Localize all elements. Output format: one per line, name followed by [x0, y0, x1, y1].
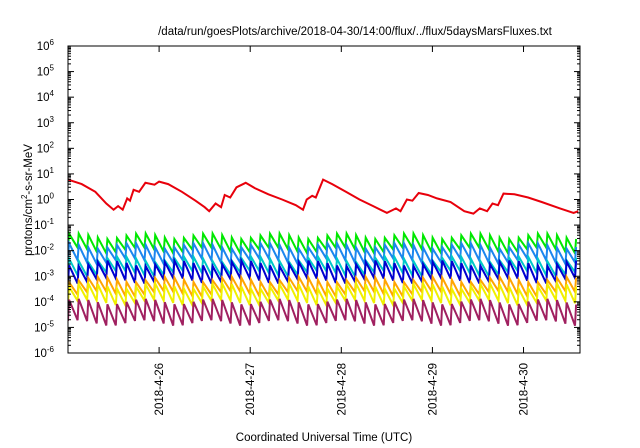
y-tick-label: 10-1 — [34, 217, 54, 232]
series-line-4 — [68, 253, 578, 280]
y-tick-label: 104 — [37, 89, 55, 104]
y-axis: 10-6 10-5 10-4 10-3 10-2 10-1 100 101 102 103 104 1… — [34, 38, 580, 360]
y-tick-label: 105 — [37, 64, 55, 79]
series-line-2 — [68, 229, 578, 257]
y-tick-label: 10-6 — [34, 345, 54, 360]
x-tick-label: 2018-4-29 — [427, 363, 439, 415]
y-tick-label: 102 — [37, 140, 55, 155]
y-tick-label: 10-3 — [34, 268, 54, 283]
y-tick-label: 106 — [37, 38, 55, 53]
x-tick-label: 2018-4-26 — [154, 363, 166, 415]
x-axis: 2018-4-26 2018-4-27 2018-4-28 2018-4-29 2018… — [154, 46, 531, 415]
y-tick-label: 10-5 — [34, 319, 54, 334]
y-tick-label: 103 — [37, 115, 55, 130]
series-line-8 — [68, 298, 578, 327]
series-layer — [68, 178, 579, 327]
x-tick-label: 2018-4-28 — [336, 363, 348, 415]
x-tick-label: 2018-4-27 — [245, 363, 257, 415]
x-tick-label: 2018-4-30 — [519, 363, 531, 415]
series-line-5 — [68, 256, 578, 286]
chart-title: /data/run/goesPlots/archive/2018-04-30/1… — [158, 26, 553, 38]
y-tick-label: 100 — [37, 192, 55, 207]
y-tick-label: 10-4 — [34, 294, 54, 309]
x-axis-label: Coordinated Universal Time (UTC) — [236, 432, 413, 444]
series-line-3 — [68, 239, 578, 268]
y-axis-label: protons/cm2-s-sr-MeV — [20, 144, 35, 256]
series-line-7 — [68, 279, 578, 310]
y-tick-label: 101 — [37, 166, 55, 181]
series-line-6 — [68, 273, 578, 300]
y-tick-label: 10-2 — [34, 243, 54, 258]
series-line-1 — [68, 178, 579, 215]
